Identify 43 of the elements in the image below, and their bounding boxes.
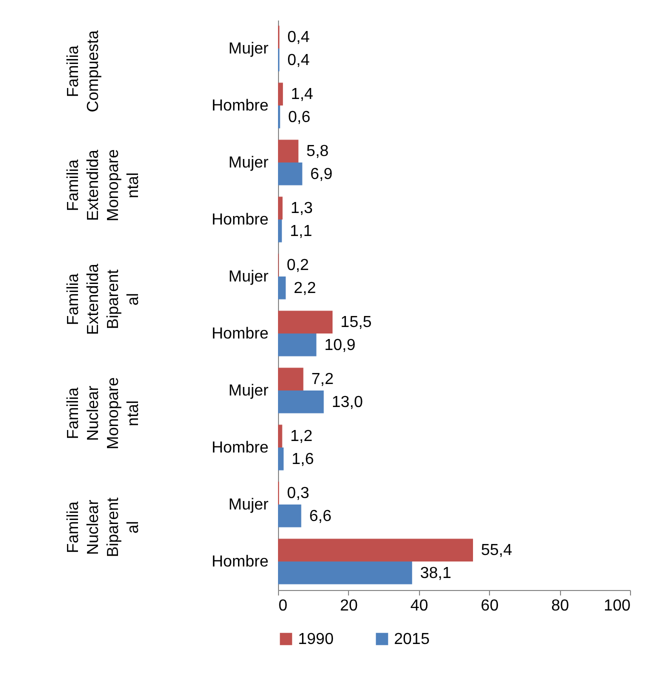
data-label: 2,2 <box>294 280 316 297</box>
y-tick-label: Hombre <box>212 440 269 456</box>
data-label: 0,4 <box>287 52 310 69</box>
text: Familia Extendida Biparental <box>65 264 142 335</box>
data-label: 1,2 <box>290 428 313 446</box>
y-tick-label: Hombre <box>212 554 269 570</box>
data-label: 5,8 <box>306 143 329 160</box>
data-label: 13,0 <box>332 394 363 411</box>
x-tick-label: 40 <box>410 598 428 614</box>
y-tick-label: Hombre <box>212 212 269 228</box>
y-tick-label: Hombre <box>212 98 269 114</box>
data-label: 0,3 <box>287 485 310 502</box>
legend-label: 2015 <box>394 631 430 648</box>
data-label: 1,3 <box>290 200 313 218</box>
y-tick-label: Mujer <box>228 154 270 172</box>
y-tick-label: Mujer <box>228 496 270 514</box>
text: Familia Extendida Monoparental <box>65 149 142 222</box>
x-tick-label: 80 <box>551 598 570 614</box>
data-label: 1,1 <box>290 222 312 240</box>
text: Familia Nuclear Monoparental <box>65 377 142 450</box>
x-tick-label: 60 <box>480 598 499 614</box>
data-label: 15,5 <box>340 314 372 332</box>
data-label: 1,6 <box>292 450 314 468</box>
data-label: 6,6 <box>309 508 332 525</box>
x-tick-label: 20 <box>340 598 358 614</box>
x-tick-label: 0 <box>278 598 288 614</box>
y-tick-label: Hombre <box>212 326 269 342</box>
data-label: 0,2 <box>286 257 310 274</box>
text: Familia Compuesta <box>65 30 102 112</box>
text: Familia Nuclear Biparental <box>65 496 142 558</box>
data-label: 7,2 <box>311 371 334 388</box>
data-label: 0,6 <box>288 108 310 126</box>
y-tick-label: Mujer <box>228 382 270 400</box>
data-label: 55,4 <box>481 542 512 560</box>
data-label: 1,4 <box>290 86 314 104</box>
data-label: 10,9 <box>324 336 356 354</box>
legend-label: 1990 <box>298 631 334 648</box>
x-tick-label: 100 <box>604 598 631 614</box>
data-label: 6,9 <box>310 166 333 183</box>
data-label: 38,1 <box>420 564 452 582</box>
y-tick-label: Mujer <box>228 268 270 286</box>
data-label: 0,4 <box>287 29 310 46</box>
y-tick-label: Mujer <box>228 40 270 58</box>
